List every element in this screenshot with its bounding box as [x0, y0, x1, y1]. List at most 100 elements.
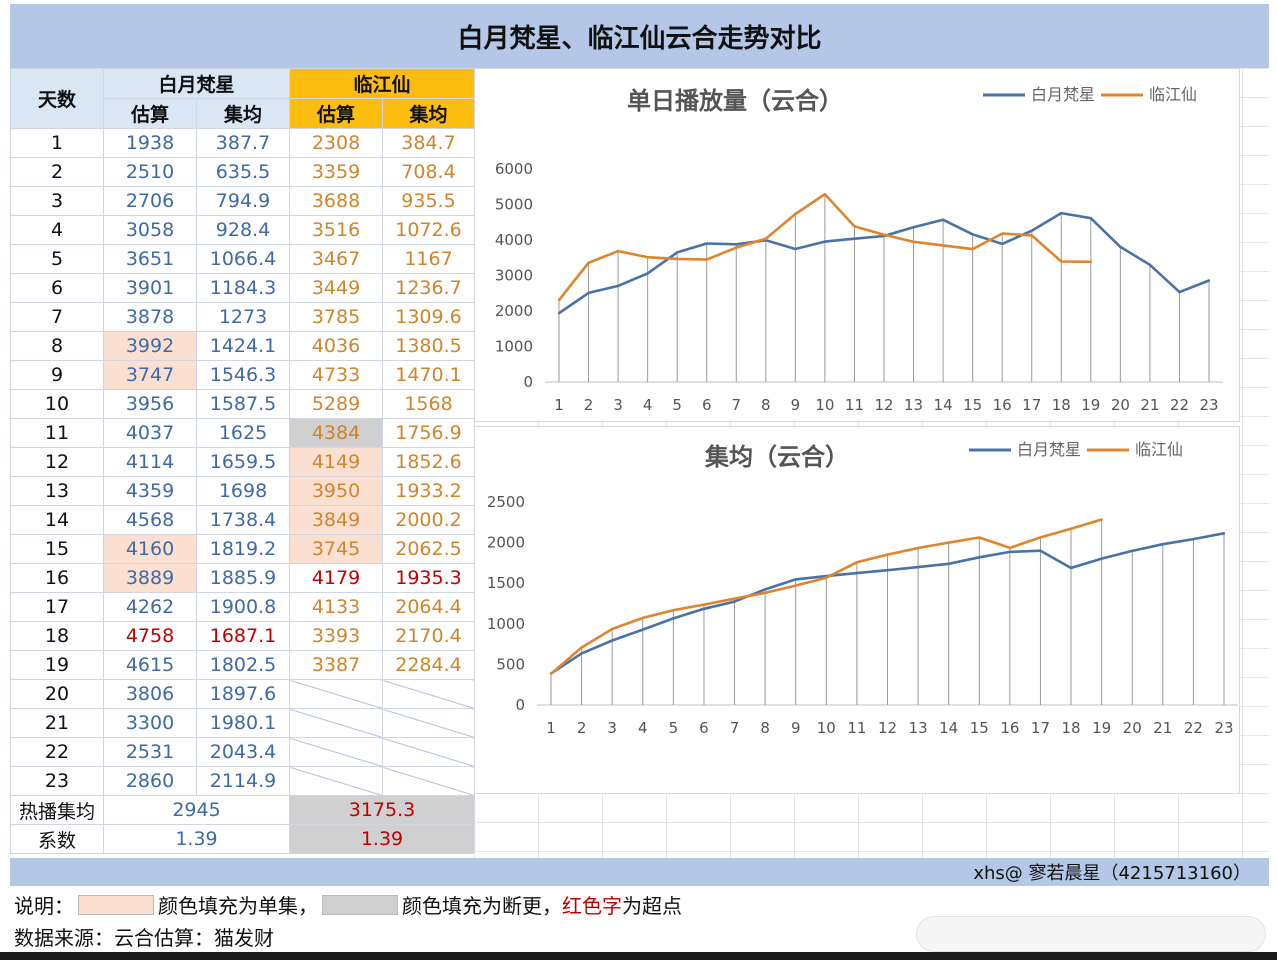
x-tick-label: 21: [1153, 719, 1172, 737]
data-point: [853, 225, 856, 228]
x-tick-label: 10: [817, 719, 836, 737]
summary-label: 热播集均: [10, 795, 104, 825]
b-avg-cell: 935.5: [382, 186, 475, 216]
table-row: 12 4114 1659.5 4149 1852.6: [10, 447, 475, 477]
day-cell: 11: [10, 418, 104, 448]
data-point: [580, 646, 583, 649]
b-avg-cell: 2000.2: [382, 505, 475, 535]
a-avg-cell: 1659.5: [196, 447, 290, 477]
chart-title: 单日播放量（云合）: [627, 87, 843, 115]
summary-b: 1.39: [289, 824, 475, 854]
table-row: 2 2510 635.5 3359 708.4: [10, 157, 475, 187]
a-avg-cell: 1900.8: [196, 592, 290, 622]
title-text: 白月梵星、临江仙云合走势对比: [457, 23, 822, 54]
data-point: [735, 243, 738, 246]
b-est-empty: [289, 708, 383, 738]
x-tick-label: 19: [1081, 396, 1100, 414]
data-point: [794, 578, 797, 581]
data-point: [646, 272, 649, 275]
data-point: [641, 616, 644, 620]
gray-swatch: [322, 894, 398, 915]
a-avg-cell: 1687.1: [196, 621, 290, 651]
day-cell: 21: [10, 708, 104, 738]
summary-a: 1.39: [103, 824, 290, 854]
a-est-cell: 2860: [103, 766, 197, 796]
data-point: [587, 291, 590, 295]
a-est-cell: 3300: [103, 708, 197, 738]
b-est-cell: 3688: [289, 186, 383, 216]
x-tick-label: 16: [993, 396, 1012, 414]
a-avg-cell: 1885.9: [196, 563, 290, 593]
episode-avg-chart: 集均（云合） 白月梵星 临江仙 0 500 1000 1500 2000 2500 1 2 3 4 5 6 7…: [474, 426, 1240, 794]
b-est-cell: 4149: [289, 447, 383, 477]
day-cell: 9: [10, 360, 104, 390]
note-prefix: 说明：: [14, 894, 74, 918]
data-point: [853, 237, 856, 240]
b-est-empty: [289, 737, 383, 767]
data-point: [971, 247, 974, 251]
x-tick-label: 20: [1111, 396, 1130, 414]
day-cell: 14: [10, 505, 104, 535]
b-avg-cell: 1072.6: [382, 215, 475, 245]
data-point: [705, 242, 708, 245]
x-tick-label: 10: [815, 396, 834, 414]
table-row: 13 4359 1698 3950 1933.2: [10, 476, 475, 506]
table-row: 8 3992 1424.1 4036 1380.5: [10, 331, 475, 361]
day-cell: 8: [10, 331, 104, 361]
a-est-cell: 4037: [103, 418, 197, 448]
x-tick-label: 11: [847, 719, 866, 737]
data-point: [1089, 260, 1093, 263]
a-est-cell: 2510: [103, 157, 197, 187]
data-point: [1148, 263, 1152, 267]
b-avg-empty: [382, 737, 475, 767]
table-row: 14 4568 1738.4 3849 2000.2: [10, 505, 475, 535]
b-est-cell: 3849: [289, 505, 383, 535]
data-point: [823, 240, 827, 243]
data-point: [1008, 546, 1012, 550]
a-est-cell: 4114: [103, 447, 197, 477]
daily-views-svg: 单日播放量（云合） 白月梵星 临江仙 0 1000 2000 3000 4000 5000 600…: [495, 85, 1223, 414]
a-est-header: 估算: [103, 98, 197, 129]
a-avg-cell: 1424.1: [196, 331, 290, 361]
b-avg-cell: 1309.6: [382, 302, 475, 332]
data-point: [1119, 245, 1122, 249]
data-table: 天数 白月梵星 临江仙 估算 集均 估算 集均 1 1938 387.7 2308 384.7 2 251…: [10, 68, 475, 854]
data-point: [735, 246, 738, 249]
summary-row: 热播集均 2945 3175.3: [10, 795, 475, 825]
watermark-pill: [916, 916, 1266, 952]
a-est-cell: 3747: [103, 360, 197, 390]
x-tick-label: 5: [672, 396, 682, 414]
y-tick-label: 0: [515, 696, 525, 714]
data-point: [557, 298, 561, 302]
b-est-cell: 3516: [289, 215, 383, 245]
data-point: [978, 556, 981, 559]
table-row: 22 2531 2043.4: [10, 737, 475, 767]
page-title: 白月梵星、临江仙云合走势对比: [10, 4, 1269, 68]
a-avg-cell: 1066.4: [196, 244, 290, 274]
day-cell: 1: [10, 128, 104, 158]
source-note: 数据来源：云合估算：猫发财: [14, 926, 274, 950]
a-est-cell: 3901: [103, 273, 197, 303]
x-tick-label: 4: [638, 719, 648, 737]
b-avg-empty: [382, 766, 475, 796]
data-point: [1000, 232, 1004, 235]
note-gray: 颜色填充为断更，: [402, 894, 562, 918]
a-avg-cell: 1802.5: [196, 650, 290, 680]
data-point: [1039, 536, 1042, 539]
day-cell: 7: [10, 302, 104, 332]
data-point: [1000, 242, 1004, 246]
credit-text: xhs@ 寥若晨星（4215713160）: [973, 863, 1251, 884]
data-point: [1207, 279, 1211, 282]
data-point: [763, 591, 767, 595]
data-point: [912, 240, 915, 243]
b-est-cell: 4733: [289, 360, 383, 390]
data-point: [733, 597, 736, 600]
a-est-cell: 4568: [103, 505, 197, 535]
x-tick-label: 17: [1031, 719, 1050, 737]
credit-bar: xhs@ 寥若晨星（4215713160）: [10, 858, 1269, 886]
x-tick-label: 3: [607, 719, 617, 737]
data-point: [1030, 234, 1033, 237]
b-avg-cell: 2062.5: [382, 534, 475, 564]
data-point: [886, 553, 889, 556]
day-cell: 6: [10, 273, 104, 303]
